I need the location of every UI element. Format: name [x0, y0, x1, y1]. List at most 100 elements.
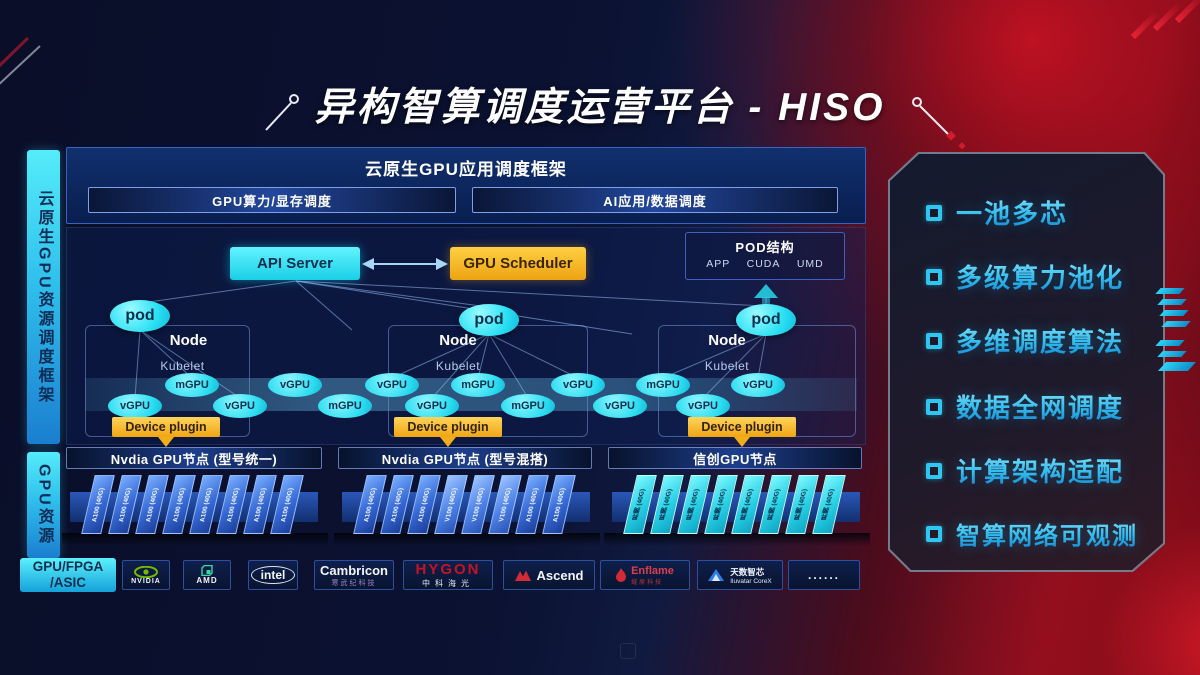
- vendor-cambricon: Cambricon 寒武纪科技: [314, 560, 394, 590]
- vendor-name: ......: [807, 568, 840, 582]
- hazard-stripe-icon: [1157, 362, 1197, 371]
- gpu-card-label: A100 (40G): [117, 487, 133, 522]
- gpu-card-label: A100 (40G): [225, 487, 241, 522]
- gpu-slice-ellipse: vGPU: [676, 394, 730, 418]
- category-line2: /ASIC: [49, 575, 86, 590]
- square-bullet-icon: [926, 526, 942, 542]
- gpu-card-label: A100 (40G): [362, 487, 378, 522]
- enflame-flame-icon: [616, 568, 627, 582]
- kubelet-label: Kubelet: [160, 359, 205, 373]
- vendor-hygon: HYGON 中科海光: [403, 560, 493, 590]
- gpu-card-label: A100 (40G): [279, 487, 295, 522]
- vendor-more: ......: [788, 560, 860, 590]
- card-shelf-shadow: [334, 533, 600, 546]
- card-shelf-shadow: [62, 533, 328, 546]
- pod-to-struct-arrow: [754, 284, 778, 298]
- vendor-ascend: Ascend: [503, 560, 595, 590]
- vendor-subtitle: 寒武纪科技: [331, 579, 377, 587]
- square-bullet-icon: [926, 463, 942, 479]
- kubelet-label: Kubelet: [435, 359, 481, 373]
- vendor-subtitle: 中科海光: [422, 579, 474, 588]
- gpu-card-label: A100 (40G): [171, 487, 187, 522]
- pod-ellipse-3: pod: [736, 304, 796, 336]
- vendor-name: AMD: [196, 576, 218, 585]
- pod-structure-box: POD结构 APP CUDA UMD: [685, 232, 845, 280]
- feature-item: 智算网络可观测: [926, 516, 1138, 551]
- gpu-card-label: A100 (40G): [90, 487, 106, 522]
- vendor-subtitle: 燧原科技: [631, 579, 664, 586]
- hazard-stripe-icon: [1157, 299, 1187, 305]
- vendor-iluvatar: 天数智芯 Iluvatar CoreX: [697, 560, 783, 590]
- gpu-slice-ellipse: vGPU: [731, 373, 785, 397]
- gpu-card-label: 昇腾 (40G): [821, 488, 836, 521]
- gpu-card-label: 昇腾 (40G): [686, 488, 701, 521]
- gpu-slice-ellipse: mGPU: [501, 394, 555, 418]
- hazard-stripe-icon: [1155, 340, 1185, 346]
- gpu-scheduler-box: GPU Scheduler: [450, 247, 586, 280]
- feature-panel: 一池多芯 多级算力池化 多维调度算法 数据全网调度 计算架构适配 智算网络可观测: [888, 152, 1165, 572]
- gpu-card-label: A100 (40G): [252, 487, 268, 522]
- feature-item: 计算架构适配: [926, 452, 1124, 489]
- square-bullet-icon: [926, 399, 942, 415]
- category-line1: GPU/FPGA: [32, 559, 104, 575]
- red-corner-deco: [1174, 0, 1200, 24]
- gpu-slice-ellipse: mGPU: [318, 394, 372, 418]
- gpu-card-label: A100 (40G): [524, 487, 540, 522]
- framework-bar-compute: GPU算力/显存调度: [88, 187, 456, 213]
- gpu-slice-ellipse: vGPU: [108, 394, 162, 418]
- vendor-nvidia: NVIDIA: [122, 560, 170, 590]
- device-plugin-tag-3: Device plugin: [688, 417, 796, 437]
- gpu-slice-ellipse: vGPU: [551, 373, 605, 397]
- kubelet-label: Kubelet: [704, 359, 750, 373]
- feature-item: 一池多芯: [926, 194, 1068, 231]
- vendor-name: Ascend: [536, 567, 584, 583]
- pod-layer-umd: UMD: [796, 258, 824, 270]
- gpu-card-label: 昇腾 (40G): [767, 488, 782, 521]
- feature-panel-inner: 一池多芯 多级算力池化 多维调度算法 数据全网调度 计算架构适配 智算网络可观测: [890, 154, 1163, 570]
- gpu-slice-ellipse: mGPU: [165, 373, 219, 397]
- feature-label: 数据全网调度: [956, 388, 1124, 425]
- card-shelf-shadow: [604, 533, 870, 546]
- gpu-slice-ellipse: vGPU: [405, 394, 459, 418]
- gpu-card-label: V100 (40G): [443, 487, 459, 522]
- feature-label: 计算架构适配: [956, 452, 1124, 489]
- iluvatar-triangle-icon: [708, 569, 725, 581]
- hazard-stripe-icon: [1161, 321, 1191, 327]
- pod-layer-cuda: CUDA: [746, 258, 781, 270]
- vendor-intel: intel: [248, 560, 298, 590]
- gpu-card-label: V100 (40G): [497, 487, 513, 522]
- feature-label: 多维调度算法: [956, 322, 1124, 359]
- device-plugin-tag-1: Device plugin: [112, 417, 220, 437]
- feature-item: 数据全网调度: [926, 388, 1124, 425]
- device-plugin-tag-2: Device plugin: [394, 417, 502, 437]
- gpu-node-bar-domestic: 信创GPU节点: [608, 447, 862, 469]
- feature-label: 多级算力池化: [956, 258, 1124, 295]
- gpu-slice-ellipse: vGPU: [365, 373, 419, 397]
- watermark: [620, 643, 636, 659]
- rail-label: GPU资源: [35, 464, 53, 546]
- gpu-slice-ellipse: mGPU: [636, 373, 690, 397]
- vendor-name: Enflame: [631, 564, 674, 577]
- gpu-card-label: 昇腾 (40G): [659, 488, 674, 521]
- feature-item: 多级算力池化: [926, 258, 1124, 295]
- feature-label: 一池多芯: [956, 194, 1068, 231]
- gpu-card-label: A100 (40G): [144, 487, 160, 522]
- gpu-card-label: 昇腾 (40G): [794, 488, 809, 521]
- device-plugin-arrow: [440, 437, 456, 447]
- pod-structure-title: POD结构: [735, 240, 795, 255]
- framework-bar-ai: AI应用/数据调度: [472, 187, 838, 213]
- gpu-slice-ellipse: mGPU: [451, 373, 505, 397]
- hazard-stripe-icon: [1155, 288, 1185, 294]
- pod-ellipse-1: pod: [110, 300, 170, 332]
- node-title: Node: [169, 332, 208, 349]
- hazard-stripe-icon: [1159, 310, 1189, 316]
- hazard-stripe-icon: [1157, 351, 1187, 357]
- gpu-card-label: A100 (40G): [416, 487, 432, 522]
- gpu-slice-ellipse: vGPU: [593, 394, 647, 418]
- pod-layer-app: APP: [706, 258, 731, 270]
- vendor-name: NVIDIA: [131, 577, 161, 585]
- gpu-card-label: 昇腾 (40G): [713, 488, 728, 521]
- gpu-card-label: A100 (40G): [551, 487, 567, 522]
- pod-ellipse-2: pod: [459, 304, 519, 336]
